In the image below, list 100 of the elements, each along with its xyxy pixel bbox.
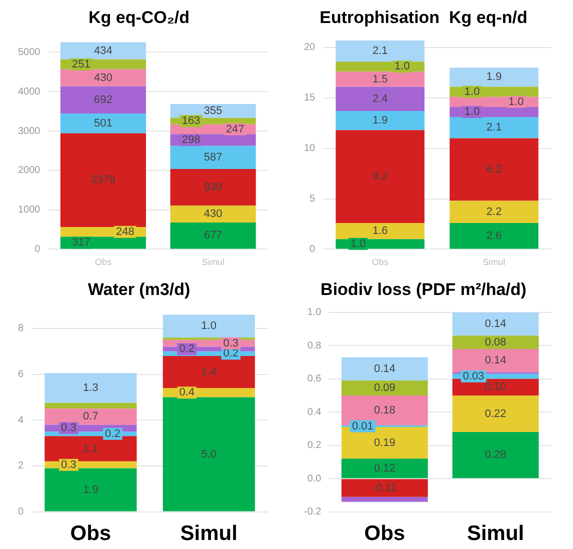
y-tick-label: 0.6 [307,374,322,385]
x-tick-label: Obs [372,257,389,268]
data-label: 0.3 [61,458,76,471]
data-label: 1.9 [372,114,388,127]
bar [44,408,137,425]
bar [170,168,256,206]
data-label: 1.0 [464,106,480,118]
y-tick-label: 0.0 [307,473,322,484]
data-label: 0.14 [374,362,396,375]
bar [170,206,256,223]
data-label: 930 [204,181,222,194]
data-label: 0.2 [179,343,195,356]
bar [336,40,424,62]
bar [341,496,428,502]
bar [60,133,146,227]
data-label: 430 [94,72,112,84]
y-tick-label: 2 [18,460,24,472]
bar [336,86,424,112]
chart-title: Water (m3/d) [88,280,190,299]
bar [60,69,146,86]
bar [452,336,539,349]
y-tick-label: 5 [310,194,316,205]
data-label: 1.0 [201,320,217,332]
bar [450,138,538,201]
bar [336,111,424,130]
data-label: 298 [182,134,200,146]
y-tick-label: 1000 [18,204,41,216]
data-label: 0.10 [484,381,506,394]
bar [60,42,146,60]
data-label: 0.09 [374,382,396,394]
bar [170,146,256,169]
x-tick-label: Simul [466,522,524,546]
data-label: 247 [226,123,244,136]
data-label: 1.3 [83,382,98,394]
y-tick-label: -0.2 [304,506,322,518]
x-tick-label: Obs [94,257,112,268]
y-tick-label: 0 [18,506,24,518]
data-label: 1.9 [83,484,98,496]
bar [44,436,137,462]
x-tick-label: Obs [70,522,112,546]
data-label: 248 [116,226,134,238]
bar [170,222,256,249]
data-label: 1.0 [350,238,366,250]
bar [450,200,538,223]
y-tick-label: 3000 [18,126,41,137]
data-label: 0.28 [484,449,506,462]
data-label: 1.0 [464,86,480,98]
bar [162,397,255,512]
bar [452,348,539,372]
data-label: 1.0 [394,60,410,73]
data-label: 0.7 [83,410,98,423]
y-tick-label: 20 [304,42,316,54]
data-label: 1.0 [508,96,524,108]
bar [162,356,255,388]
data-label: 251 [72,58,90,70]
data-label: 434 [94,44,112,57]
data-label: 1.4 [201,366,217,378]
data-label: 2.4 [372,92,388,105]
bar [341,357,428,381]
y-tick-label: 5000 [18,46,41,58]
y-tick-label: 15 [304,92,316,104]
data-label: 5.0 [201,448,217,460]
data-label: 2379 [90,174,116,186]
bar [60,86,146,114]
data-label: 1.5 [372,73,388,86]
bar [341,380,428,396]
bar [452,395,539,432]
bar [44,402,137,409]
data-label: 1.6 [372,225,388,238]
y-tick-label: 2000 [18,165,41,176]
data-label: 501 [94,117,112,130]
y-tick-label: 0 [34,244,41,255]
data-label: 0.03 [462,370,484,382]
y-tick-label: 0.4 [307,406,322,418]
data-label: 2.1 [372,45,388,58]
data-label: 317 [72,236,90,249]
y-tick-label: 8 [18,323,24,334]
data-label: 0.3 [223,337,239,350]
data-label: 9.2 [372,170,388,183]
data-label: 0.4 [179,386,195,399]
data-label: 0.14 [484,354,506,367]
y-tick-label: 4 [18,414,24,426]
x-tick-label: Simul [202,257,224,268]
data-label: 0.2 [223,348,239,360]
bar [336,222,424,240]
data-label: 677 [204,230,222,242]
y-tick-label: 0.8 [307,340,322,352]
bar [452,432,539,478]
data-label: 355 [204,104,222,117]
y-tick-label: 6 [18,369,24,380]
x-tick-label: Simul [180,522,238,546]
y-tick-label: 0 [310,244,316,255]
data-label: 1.9 [486,71,502,84]
bar [450,68,538,87]
data-label: 2.2 [486,206,502,218]
x-tick-label: Obs [364,522,406,546]
chart-title: Eutrophisation Kg eq-n/d [320,8,528,27]
chart-title: Biodiv loss (PDF m²/ha/d) [320,280,526,299]
bar [60,113,146,134]
y-tick-label: 1.0 [307,307,322,318]
